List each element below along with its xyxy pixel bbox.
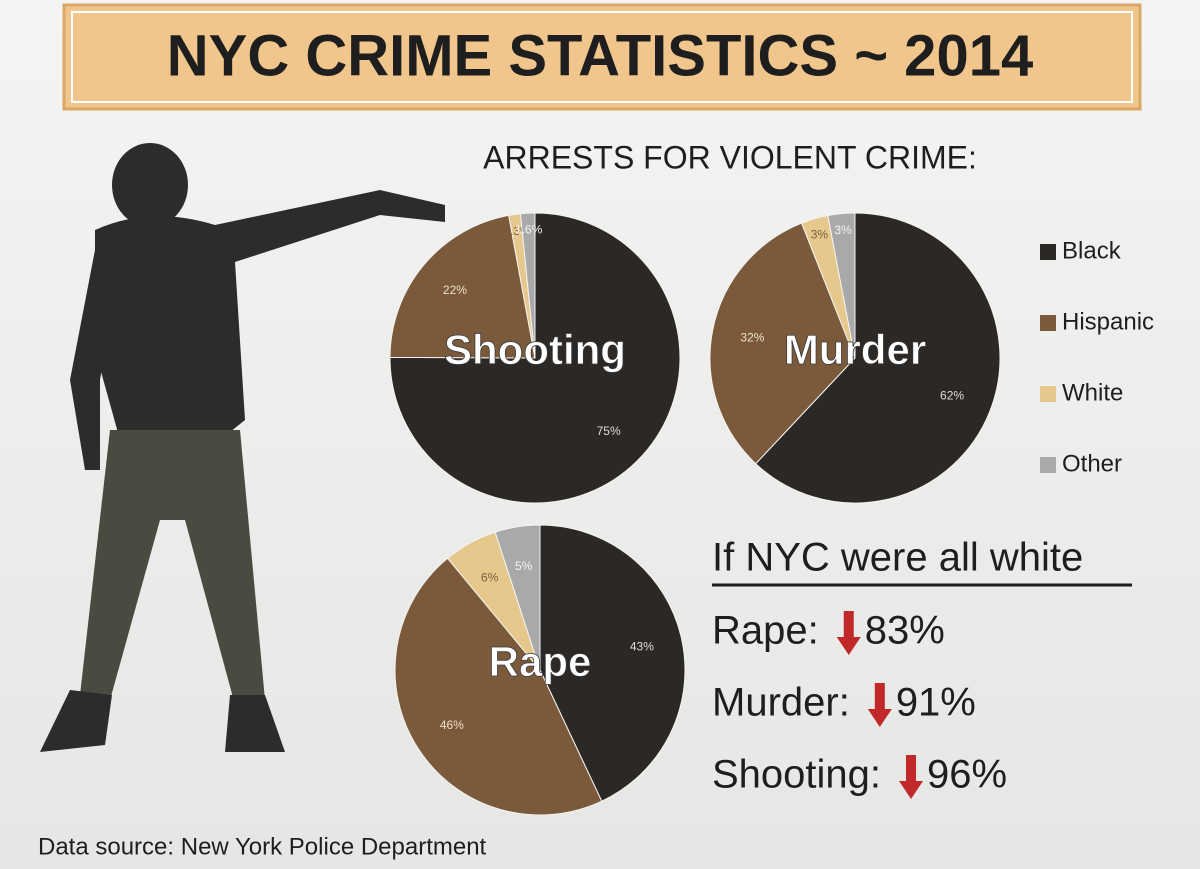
callout-label: Shooting: xyxy=(712,753,881,797)
pie-slice xyxy=(539,524,686,802)
pie-slice xyxy=(389,214,536,359)
callout-change: 96% xyxy=(927,753,1007,797)
slice-label: 43% xyxy=(630,639,654,653)
legend-label: Other xyxy=(1062,450,1122,477)
down-arrow xyxy=(867,683,892,727)
pie-label: Murder xyxy=(784,326,926,373)
slice-label: 22% xyxy=(443,283,467,297)
title-banner xyxy=(62,3,1142,111)
pie: 75%22%1.3%1.6%Shooting xyxy=(389,212,681,504)
pie-slice xyxy=(519,212,536,359)
pie-slice xyxy=(709,222,856,465)
callout-label: Murder: xyxy=(712,681,850,725)
slice-label: 32% xyxy=(740,331,764,345)
title: NYC CRIME STATISTICS ~ 2014 xyxy=(167,23,1033,88)
slice-label: 75% xyxy=(597,424,621,438)
down-arrow xyxy=(899,755,924,799)
legend-label: Hispanic xyxy=(1062,308,1154,335)
legend-label: Black xyxy=(1062,237,1122,264)
slice-label: 62% xyxy=(940,389,964,403)
callout-list: Rape: 83% Murder: 91% Shooting: 96% xyxy=(712,609,1007,799)
legend-swatch xyxy=(1040,457,1056,473)
pie-slice xyxy=(755,212,1001,504)
title-banner-inner xyxy=(71,11,1133,103)
slice-label: 6% xyxy=(481,571,499,585)
pie-label: Rape xyxy=(489,638,592,685)
legend-swatch xyxy=(1040,244,1056,260)
callout-heading: If NYC were all white xyxy=(712,536,1083,580)
slice-label: 1.6% xyxy=(515,223,543,237)
source: Data source: New York Police Department xyxy=(38,833,487,860)
callout-change: 83% xyxy=(865,609,945,653)
figure-silhouette xyxy=(40,143,445,752)
pie: 43% 46% 6% 5% Rape xyxy=(394,524,686,816)
down-arrow xyxy=(836,611,861,655)
pie-label: Shooting xyxy=(444,326,626,373)
pie-slice xyxy=(394,557,603,816)
slice-label: 3% xyxy=(811,228,829,242)
legend: Black Hispanic White Other xyxy=(1040,237,1154,477)
slice-label: 5% xyxy=(515,559,533,573)
slice-label: 46% xyxy=(440,718,464,732)
subtitle: ARRESTS FOR VIOLENT CRIME: xyxy=(483,139,977,175)
legend-swatch xyxy=(1040,386,1056,402)
pie-slice xyxy=(827,212,856,359)
slice-label: 3% xyxy=(834,223,852,237)
pie-slice xyxy=(494,524,541,671)
legend-swatch xyxy=(1040,315,1056,331)
pie: 62% 32% 3% 3% Murder xyxy=(709,212,1001,504)
legend-label: White xyxy=(1062,379,1123,406)
callout-label: Rape: xyxy=(712,609,819,653)
callout-change: 91% xyxy=(896,681,976,725)
